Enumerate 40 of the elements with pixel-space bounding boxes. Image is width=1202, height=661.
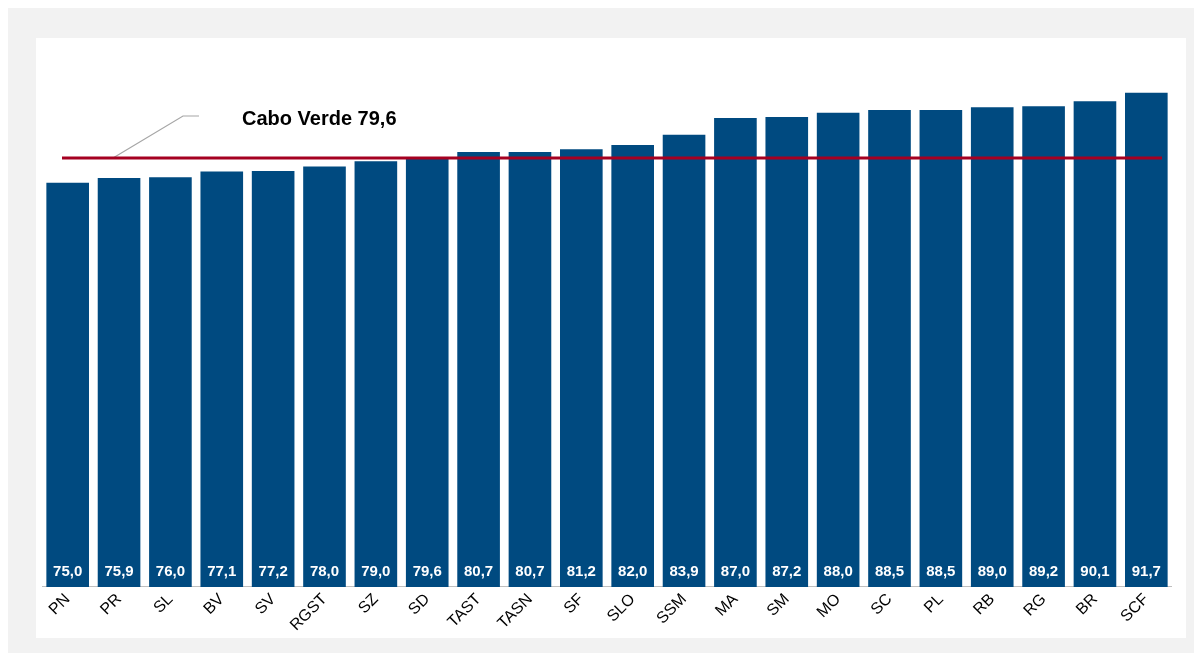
x-tick-label: BR	[1072, 590, 1101, 618]
data-label: 79,6	[412, 561, 442, 579]
ref-line-label: Cabo Verde 79,6	[242, 107, 397, 130]
data-label: 88,0	[823, 561, 853, 579]
data-label: 88,5	[874, 561, 905, 579]
data-label: 80,7	[463, 561, 494, 579]
x-tick-label: SLO	[603, 590, 638, 625]
data-label: 89,2	[1028, 561, 1059, 579]
data-label: 81,2	[566, 561, 596, 579]
x-tick-label: MO	[813, 590, 844, 621]
data-label: 80,7	[515, 561, 545, 579]
x-tick-label: PR	[96, 590, 125, 618]
data-label: 77,2	[258, 561, 288, 579]
x-tick-label: SV	[251, 589, 279, 618]
x-tick-label: SC	[866, 590, 895, 618]
data-label: 78,0	[309, 561, 340, 579]
x-tick-label: RB	[969, 590, 998, 618]
x-tick-label: PN	[45, 590, 73, 618]
x-tick-label: BV	[199, 589, 228, 618]
data-label: 75,0	[53, 561, 83, 579]
data-label: 77,1	[207, 561, 237, 579]
data-label: 83,9	[669, 561, 699, 579]
data-label: 87,2	[772, 561, 802, 579]
data-label: 75,9	[104, 561, 134, 579]
data-label: 79,0	[361, 561, 391, 579]
data-label: 87,0	[720, 561, 751, 579]
data-label: 82,0	[618, 561, 648, 579]
x-tick-label: SD	[404, 590, 433, 618]
data-label: 91,7	[1131, 561, 1161, 579]
data-label: 90,1	[1080, 561, 1110, 579]
x-tick-label: SZ	[354, 589, 382, 617]
x-tick-label: SM	[763, 590, 793, 619]
x-tick-label: MA	[711, 589, 741, 619]
data-label: 76,0	[155, 561, 186, 579]
x-tick-label: RG	[1019, 590, 1049, 619]
x-tick-label: SL	[149, 589, 176, 616]
x-tick-label: SF	[560, 589, 587, 617]
data-label: 89,0	[977, 561, 1007, 579]
x-tick-label: PL	[920, 589, 947, 616]
data-label: 88,5	[926, 561, 956, 579]
